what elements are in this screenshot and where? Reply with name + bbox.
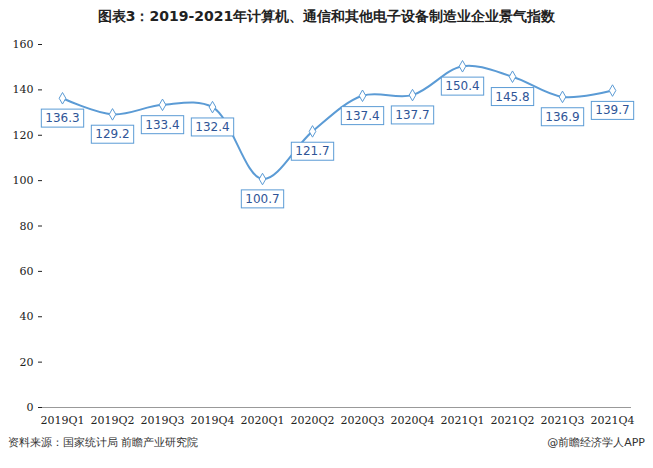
svg-text:139.7: 139.7 [595, 103, 629, 117]
svg-text:150.4: 150.4 [445, 79, 479, 93]
svg-text:120: 120 [13, 129, 34, 142]
svg-text:2020Q3: 2020Q3 [340, 414, 384, 427]
html-text:图表3：2019-2021年计算机、通信和其他电子设备制造业: 图表3：2019-2021年计算机、通信和其他电子设备制造业企业景气指数 [97, 8, 556, 24]
svg-text:137.4: 137.4 [345, 109, 379, 123]
svg-text:60: 60 [20, 265, 34, 278]
svg-text:2021Q4: 2021Q4 [590, 414, 634, 427]
svg-text:0: 0 [27, 401, 34, 414]
svg-text:137.7: 137.7 [395, 108, 429, 122]
svg-text:40: 40 [20, 310, 34, 323]
svg-text:2021Q2: 2021Q2 [490, 414, 534, 427]
svg-text:145.8: 145.8 [495, 90, 529, 104]
svg-text:160: 160 [13, 38, 34, 51]
svg-text:80: 80 [20, 220, 34, 233]
svg-text:2021Q3: 2021Q3 [540, 414, 584, 427]
svg-text:140: 140 [13, 83, 34, 96]
svg-text:136.9: 136.9 [545, 110, 579, 124]
svg-text:2020Q2: 2020Q2 [290, 414, 334, 427]
svg-text:133.4: 133.4 [145, 118, 179, 132]
svg-text:132.4: 132.4 [195, 120, 229, 134]
svg-text:2020Q1: 2020Q1 [240, 414, 284, 427]
html-text:资料来源：国家统计局 前瞻产业研究院: 资料来源：国家统计局 前瞻产业研究院 [8, 436, 199, 449]
svg-text:2021Q1: 2021Q1 [440, 414, 484, 427]
html-text:@前瞻经济学人APP: @前瞻经济学人APP [547, 436, 645, 449]
svg-text:2019Q3: 2019Q3 [140, 414, 184, 427]
svg-text:136.3: 136.3 [45, 111, 79, 125]
svg-text:2019Q1: 2019Q1 [40, 414, 84, 427]
svg-text:100.7: 100.7 [245, 192, 279, 206]
svg-text:20: 20 [20, 356, 34, 369]
svg-text:100: 100 [13, 174, 34, 187]
svg-text:2020Q4: 2020Q4 [390, 414, 434, 427]
svg-text:129.2: 129.2 [95, 127, 129, 141]
svg-text:121.7: 121.7 [295, 144, 329, 158]
svg-text:2019Q4: 2019Q4 [190, 414, 234, 427]
svg-text:2019Q2: 2019Q2 [90, 414, 134, 427]
